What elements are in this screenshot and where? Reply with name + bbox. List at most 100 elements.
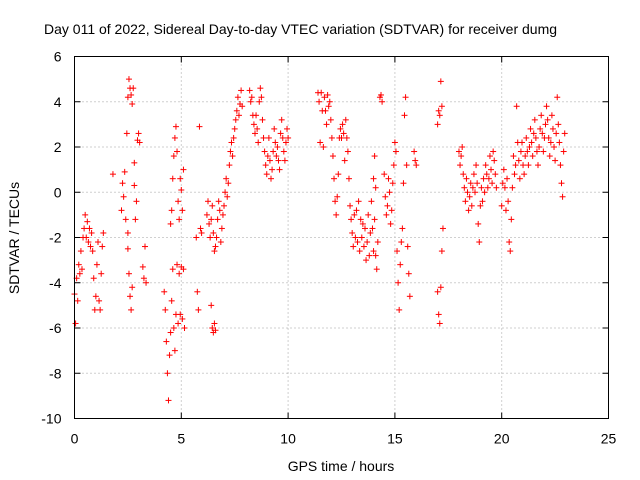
data-point: [72, 320, 79, 327]
data-point: [169, 266, 176, 273]
data-point: [500, 166, 507, 173]
data-point: [546, 153, 553, 160]
data-point: [171, 347, 178, 354]
data-point: [203, 211, 210, 218]
data-point: [467, 180, 474, 187]
data-point: [398, 239, 405, 246]
data-point: [405, 270, 412, 277]
data-point: [359, 220, 366, 227]
data-point: [390, 162, 397, 169]
data-point: [480, 175, 487, 182]
data-point: [559, 193, 566, 200]
data-point: [321, 94, 328, 101]
data-point: [229, 153, 236, 160]
data-point: [532, 134, 539, 141]
data-point: [317, 139, 324, 146]
data-point: [171, 134, 178, 141]
data-point: [367, 229, 374, 236]
data-point: [167, 329, 174, 336]
data-point: [206, 220, 213, 227]
data-point: [248, 94, 255, 101]
data-point: [225, 180, 232, 187]
data-point: [328, 134, 335, 141]
data-point: [434, 288, 441, 295]
data-point: [395, 279, 402, 286]
data-point: [81, 225, 88, 232]
data-point: [538, 112, 545, 119]
data-point: [385, 175, 392, 182]
data-point: [176, 270, 183, 277]
data-point: [392, 148, 399, 155]
data-point: [413, 162, 420, 169]
data-point: [483, 171, 490, 178]
data-point: [124, 245, 131, 252]
data-point: [536, 144, 543, 150]
data-point: [128, 306, 135, 313]
data-point: [210, 229, 217, 236]
data-point: [347, 202, 354, 209]
data-point: [214, 216, 221, 223]
data-point: [75, 261, 82, 268]
data-point: [372, 252, 379, 259]
data-point: [391, 139, 398, 146]
x-tick-label: 0: [71, 431, 79, 447]
data-point: [332, 198, 339, 205]
data-point: [403, 162, 410, 169]
data-point: [528, 139, 535, 146]
data-point: [502, 207, 509, 214]
data-point: [394, 248, 401, 255]
data-point: [369, 225, 376, 232]
data-point: [351, 211, 358, 218]
data-point: [544, 116, 551, 123]
chart-title: Day 011 of 2022, Sidereal Day-to-day VTE…: [44, 21, 557, 37]
data-point: [501, 184, 508, 191]
data-point: [525, 162, 532, 169]
data-point: [356, 248, 363, 255]
data-point: [167, 220, 174, 227]
data-point: [396, 306, 403, 313]
data-point: [280, 148, 287, 155]
x-axis-label: GPS time / hours: [288, 458, 395, 474]
data-point: [560, 148, 567, 155]
data-point: [275, 157, 282, 164]
data-point: [370, 248, 377, 255]
data-point: [127, 293, 134, 300]
data-point: [272, 139, 279, 146]
data-point: [466, 193, 473, 200]
data-point: [499, 180, 506, 187]
data-point: [276, 166, 283, 173]
data-point: [384, 202, 391, 209]
data-point: [231, 125, 238, 132]
data-point: [508, 216, 515, 223]
data-point: [324, 91, 331, 98]
data-point: [462, 198, 469, 205]
data-point: [250, 121, 257, 128]
data-point: [125, 270, 132, 277]
data-point: [505, 198, 512, 205]
data-point: [542, 121, 549, 128]
data-point: [259, 116, 266, 123]
data-point: [282, 139, 289, 146]
data-point: [368, 198, 375, 205]
data-point: [205, 198, 211, 205]
data-point: [341, 157, 348, 164]
data-point: [77, 248, 84, 255]
x-tick-label: 15: [387, 431, 403, 447]
data-point: [233, 107, 240, 114]
data-point: [215, 198, 222, 205]
data-point: [333, 211, 340, 218]
y-tick-label: -6: [49, 320, 62, 336]
data-point: [363, 257, 370, 264]
data-point: [94, 239, 101, 246]
data-point: [168, 207, 175, 214]
data-point: [265, 134, 272, 141]
data-point: [555, 121, 562, 128]
data-point: [526, 144, 533, 150]
data-point: [478, 184, 485, 191]
data-point: [246, 87, 253, 94]
data-point: [486, 153, 493, 160]
data-point: [228, 139, 235, 146]
data-point: [212, 243, 219, 250]
data-point: [513, 103, 520, 110]
data-point: [343, 134, 350, 141]
